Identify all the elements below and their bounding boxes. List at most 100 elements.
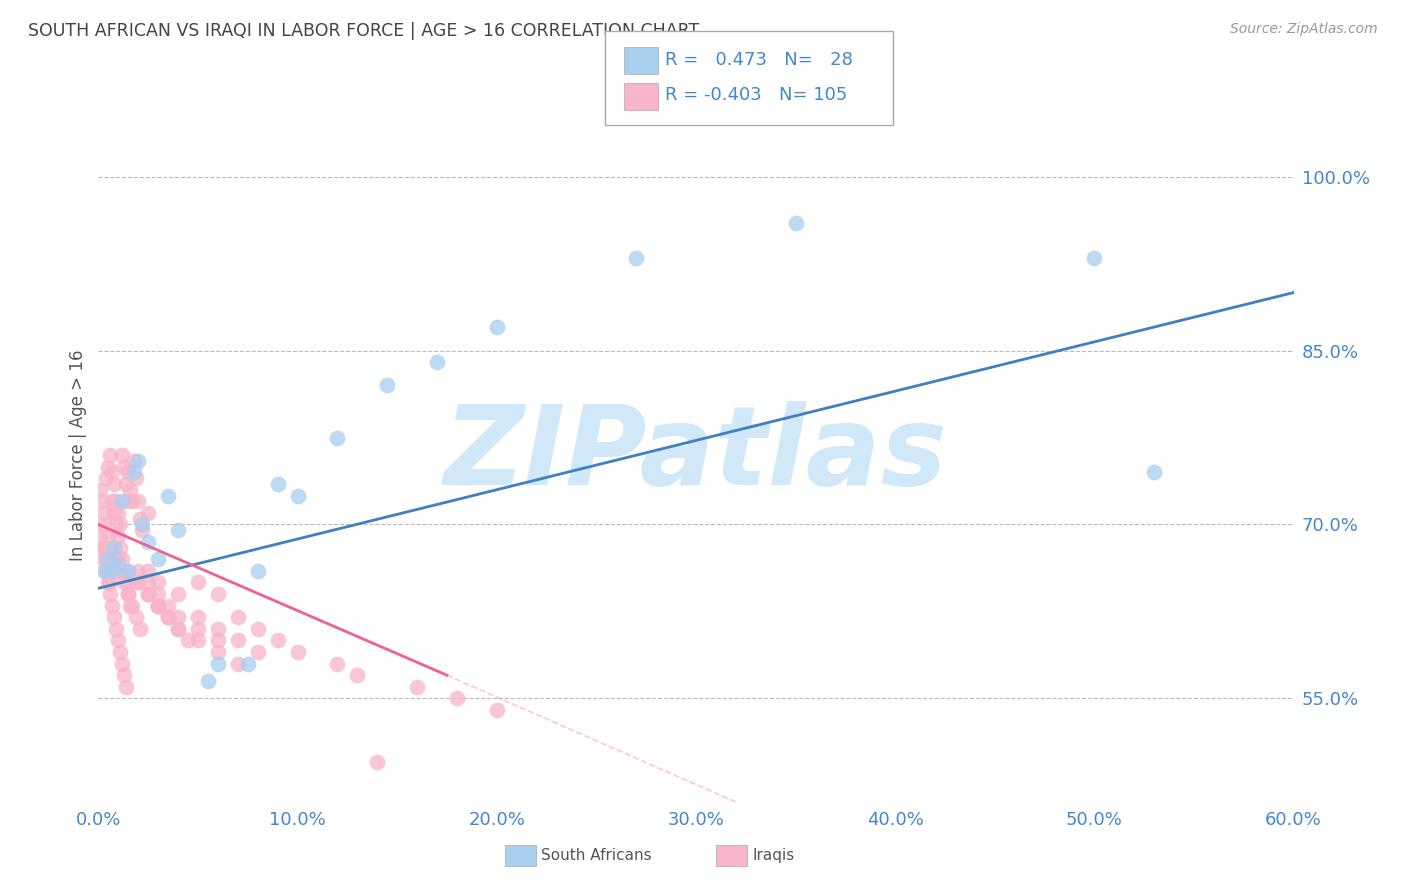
Point bbox=[485, 703, 508, 717]
Point bbox=[105, 552, 128, 566]
Point bbox=[121, 599, 143, 613]
Point bbox=[103, 541, 125, 555]
Point bbox=[107, 529, 129, 543]
Point bbox=[197, 674, 219, 689]
Point bbox=[115, 476, 138, 491]
Point bbox=[93, 552, 115, 566]
Point bbox=[117, 494, 139, 508]
Point bbox=[326, 431, 349, 445]
Point bbox=[167, 587, 190, 601]
Point bbox=[187, 575, 209, 590]
Point bbox=[187, 622, 209, 636]
Point bbox=[267, 633, 290, 648]
Point bbox=[101, 541, 124, 555]
Point bbox=[136, 534, 159, 549]
Point bbox=[129, 622, 152, 636]
Point bbox=[226, 633, 249, 648]
Point bbox=[136, 587, 159, 601]
Point bbox=[167, 523, 190, 537]
Point bbox=[107, 633, 129, 648]
Point bbox=[157, 599, 180, 613]
Point bbox=[111, 552, 134, 566]
Point bbox=[117, 564, 139, 578]
Point bbox=[148, 552, 170, 566]
Point bbox=[127, 453, 149, 467]
Point bbox=[167, 610, 190, 624]
Text: Source: ZipAtlas.com: Source: ZipAtlas.com bbox=[1230, 22, 1378, 37]
Point bbox=[148, 599, 170, 613]
Point bbox=[105, 494, 128, 508]
Point bbox=[157, 489, 180, 503]
Point bbox=[101, 599, 124, 613]
Point bbox=[111, 657, 134, 671]
Point bbox=[111, 448, 134, 462]
Point bbox=[97, 564, 120, 578]
Point bbox=[375, 378, 398, 392]
Point bbox=[112, 564, 135, 578]
Point bbox=[112, 575, 135, 590]
Point bbox=[112, 459, 135, 474]
Point bbox=[107, 506, 129, 520]
Point bbox=[127, 575, 149, 590]
Point bbox=[207, 645, 229, 659]
Point bbox=[167, 622, 190, 636]
Y-axis label: In Labor Force | Age > 16: In Labor Force | Age > 16 bbox=[69, 349, 87, 561]
Point bbox=[426, 355, 449, 369]
Point bbox=[120, 599, 142, 613]
Point bbox=[207, 657, 229, 671]
Point bbox=[117, 587, 139, 601]
Text: SOUTH AFRICAN VS IRAQI IN LABOR FORCE | AGE > 16 CORRELATION CHART: SOUTH AFRICAN VS IRAQI IN LABOR FORCE | … bbox=[28, 22, 699, 40]
Point bbox=[246, 622, 269, 636]
Point bbox=[131, 517, 153, 532]
Point bbox=[93, 564, 115, 578]
Point bbox=[97, 459, 120, 474]
Point bbox=[117, 587, 139, 601]
Point bbox=[446, 691, 468, 706]
Point bbox=[89, 529, 111, 543]
Point bbox=[287, 645, 309, 659]
Point bbox=[117, 564, 139, 578]
Point bbox=[125, 610, 148, 624]
Point bbox=[107, 558, 129, 573]
Point bbox=[207, 587, 229, 601]
Point bbox=[93, 541, 115, 555]
Point bbox=[157, 610, 180, 624]
Point bbox=[167, 622, 190, 636]
Text: ZIPatlas: ZIPatlas bbox=[444, 401, 948, 508]
Point bbox=[148, 587, 170, 601]
Point bbox=[97, 529, 120, 543]
Point bbox=[117, 466, 139, 480]
Point bbox=[366, 755, 388, 769]
Point bbox=[485, 320, 508, 334]
Point bbox=[105, 622, 128, 636]
Point bbox=[110, 564, 132, 578]
Point bbox=[98, 448, 122, 462]
Point bbox=[112, 668, 135, 682]
Point bbox=[148, 599, 170, 613]
Point bbox=[785, 216, 807, 230]
Point bbox=[120, 483, 142, 497]
Point bbox=[148, 599, 170, 613]
Point bbox=[97, 575, 120, 590]
Point bbox=[101, 494, 124, 508]
Point bbox=[98, 575, 122, 590]
Point bbox=[246, 564, 269, 578]
Point bbox=[1143, 466, 1166, 480]
Point bbox=[267, 476, 290, 491]
Point bbox=[110, 645, 132, 659]
Point bbox=[124, 466, 146, 480]
Point bbox=[91, 494, 114, 508]
Point bbox=[107, 552, 129, 566]
Point bbox=[93, 517, 115, 532]
Text: South Africans: South Africans bbox=[541, 848, 652, 863]
Point bbox=[136, 506, 159, 520]
Point bbox=[131, 523, 153, 537]
Text: R =   0.473   N=   28: R = 0.473 N= 28 bbox=[665, 51, 853, 69]
Point bbox=[96, 564, 118, 578]
Point bbox=[226, 657, 249, 671]
Point bbox=[101, 466, 124, 480]
Point bbox=[110, 541, 132, 555]
Point bbox=[1083, 251, 1105, 265]
Point bbox=[127, 564, 149, 578]
Point bbox=[148, 575, 170, 590]
